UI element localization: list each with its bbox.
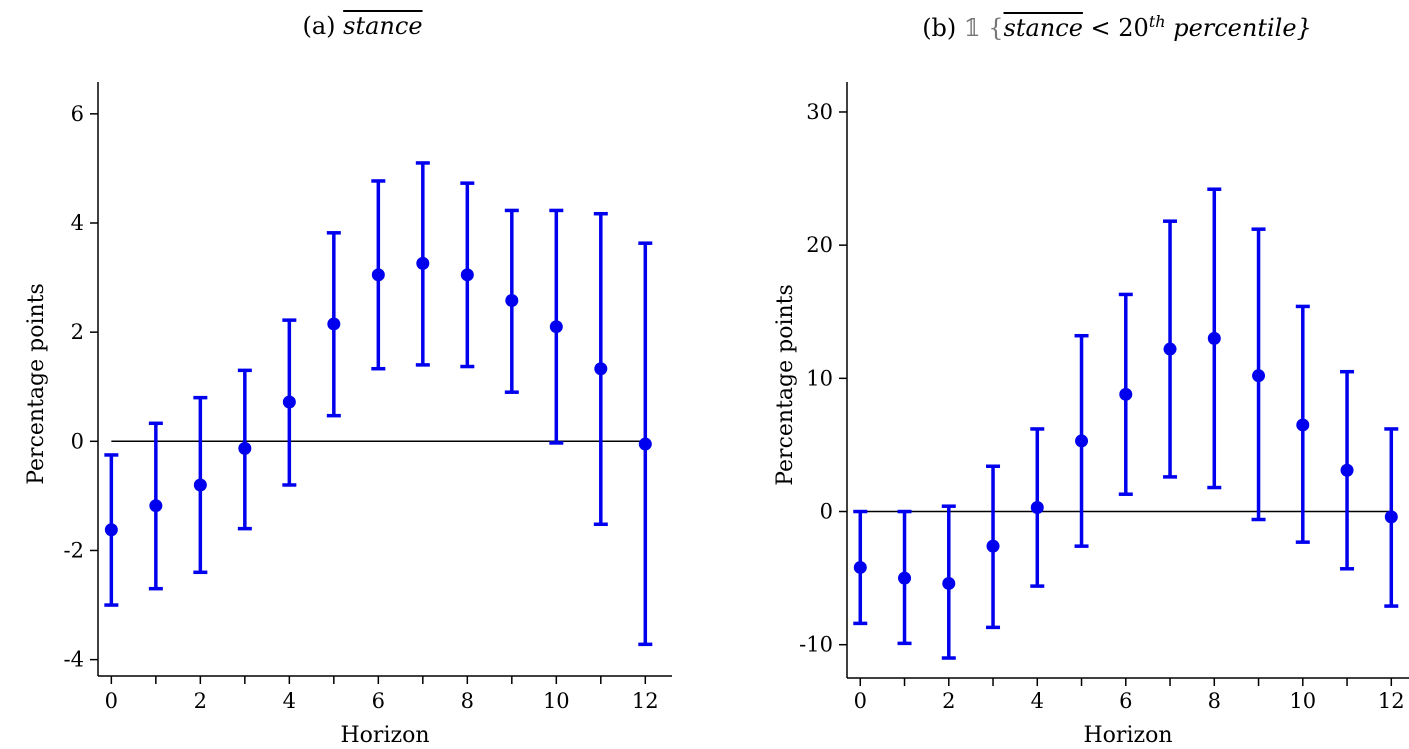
- y-tick-label: -10: [799, 633, 833, 657]
- data-point: [1296, 418, 1310, 432]
- x-tick-label: 12: [632, 689, 659, 713]
- x-tick-label: 2: [194, 689, 207, 713]
- x-tick-label: 0: [854, 689, 867, 713]
- data-point: [416, 256, 430, 270]
- data-point: [104, 523, 118, 537]
- data-point: [149, 499, 163, 513]
- x-tick-label: 6: [1119, 689, 1132, 713]
- panel-b-title-variable: stance: [1003, 14, 1083, 42]
- panel-b: (b) 𝟙 {stance < 20th percentile} -10 0 10 2…: [705, 0, 1409, 749]
- data-point: [638, 437, 652, 451]
- x-axis-label: Horizon: [341, 723, 430, 748]
- y-tick-label: 20: [806, 233, 833, 257]
- data-point: [1252, 369, 1266, 383]
- y-axis-label: Percentage points: [773, 284, 798, 486]
- data-point: [898, 571, 912, 585]
- x-tick-label: 0: [105, 689, 118, 713]
- data-point: [238, 441, 252, 455]
- panel-b-title-prefix: 𝟙 {: [963, 14, 1004, 42]
- data-point: [282, 395, 296, 409]
- data-point: [460, 268, 474, 282]
- data-point: [1030, 501, 1044, 515]
- data-point: [371, 268, 385, 282]
- x-tick-label: 6: [372, 689, 385, 713]
- data-point: [1119, 387, 1133, 401]
- data-point: [1340, 463, 1354, 477]
- data-point: [853, 560, 867, 574]
- panel-b-title: (b) 𝟙 {stance < 20th percentile}: [705, 12, 1409, 42]
- y-tick-label: -2: [64, 538, 84, 562]
- x-tick-label: 4: [283, 689, 296, 713]
- data-point: [942, 576, 956, 590]
- panel-b-label: (b): [922, 14, 957, 42]
- y-tick-label: -4: [64, 648, 84, 672]
- x-tick-label: 2: [942, 689, 955, 713]
- data-point: [549, 320, 563, 334]
- panel-b-title-suffix: percentile}: [1173, 14, 1312, 42]
- x-tick-label: 8: [461, 689, 474, 713]
- data-point: [193, 478, 207, 492]
- panel-a-label: (a): [302, 12, 336, 40]
- data-point: [1075, 434, 1089, 448]
- panel-a-title-variable: stance: [343, 12, 423, 40]
- panel-a-title: (a) stance: [0, 12, 705, 40]
- y-tick-label: 6: [71, 102, 84, 126]
- data-point: [594, 362, 608, 376]
- data-point: [1163, 342, 1177, 356]
- x-axis-label: Horizon: [1084, 723, 1173, 748]
- data-point: [327, 317, 341, 331]
- panel-a: (a) stance -4 -2 0 2 4 6 0 2 4 6 8 10 12 Horizon Perce…: [0, 12, 705, 748]
- y-tick-label: 0: [71, 429, 84, 453]
- panel-b-title-middle: < 20: [1090, 14, 1149, 42]
- data-point: [1384, 510, 1398, 524]
- x-tick-label: 10: [1289, 689, 1316, 713]
- panel-b-title-sup: th: [1148, 12, 1166, 31]
- y-axis-label: Percentage points: [24, 283, 49, 485]
- x-tick-label: 8: [1208, 689, 1221, 713]
- x-tick-label: 12: [1378, 689, 1405, 713]
- x-tick-label: 10: [543, 689, 570, 713]
- data-point: [505, 293, 519, 307]
- y-tick-label: 4: [71, 211, 84, 235]
- y-tick-label: 2: [71, 320, 84, 344]
- x-tick-label: 4: [1031, 689, 1044, 713]
- data-point: [1207, 331, 1221, 345]
- data-point: [986, 539, 1000, 553]
- panel-b-chart: -10 0 10 20 30 0 2 4 6 8 10 12 Horizon Percentage poi…: [773, 82, 1409, 748]
- panel-a-chart: -4 -2 0 2 4 6 0 2 4 6 8 10 12 Horizon Percentage point…: [24, 82, 672, 748]
- y-tick-label: 0: [820, 500, 833, 524]
- y-tick-label: 30: [806, 100, 833, 124]
- y-tick-label: 10: [806, 366, 833, 390]
